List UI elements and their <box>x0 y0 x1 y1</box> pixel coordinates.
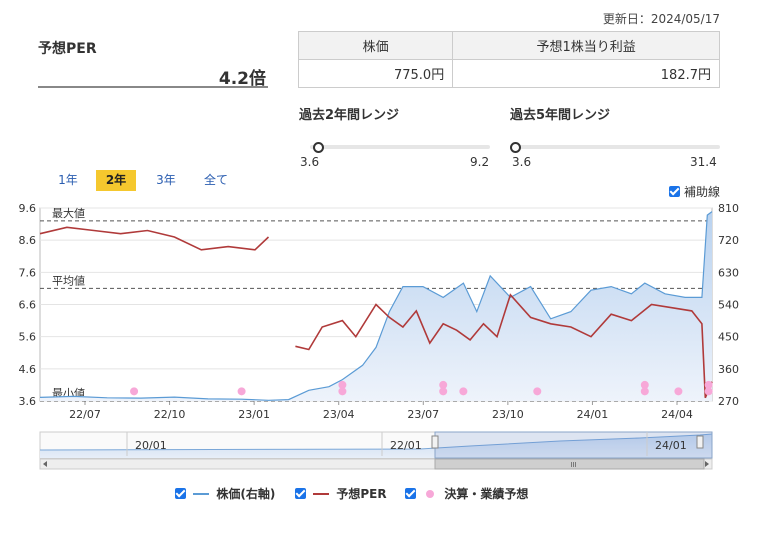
ref-label-avg: 平均値 <box>52 274 85 287</box>
period-1y-button[interactable]: 1年 <box>58 173 78 187</box>
navigator-window[interactable] <box>434 431 713 459</box>
x-tick-label: 24/04 <box>661 408 693 421</box>
y-right-tick-label: 630 <box>718 266 739 279</box>
legend-price-label: 株価(右軸) <box>216 487 276 501</box>
y-right-tick-label: 810 <box>718 202 739 215</box>
navigator-label: 20/01 <box>135 439 167 452</box>
y-right-tick-label: 540 <box>718 299 739 312</box>
stats-value-price: 775.0円 <box>297 59 454 88</box>
navigator-scroll-thumb[interactable] <box>434 458 705 470</box>
x-tick-label: 23/10 <box>492 408 524 421</box>
range-5y-min: 3.6 <box>512 155 532 169</box>
y-left-tick-label: 5.6 <box>19 331 37 344</box>
per-label: 予想PER <box>38 41 97 57</box>
navigator-scroll-left-icon[interactable] <box>43 461 47 467</box>
y-left-tick-label: 3.6 <box>19 395 37 408</box>
navigator-scrollbar[interactable] <box>39 458 713 470</box>
stats-table: 株価 予想1株当り利益 775.0円 182.7円 <box>297 31 720 88</box>
range-2y-title: 過去2年間レンジ <box>299 108 400 123</box>
range-2y-min: 3.6 <box>300 155 320 169</box>
earnings-marker <box>439 387 448 396</box>
y-right-axis: 810 720 630 540 450 360 270 <box>718 202 739 408</box>
x-tick-label: 23/07 <box>407 408 439 421</box>
x-tick-label: 23/04 <box>323 408 355 421</box>
aux-line-toggle[interactable]: 補助線 <box>669 183 720 200</box>
range-2y-track <box>310 145 490 149</box>
aux-line-label: 補助線 <box>683 185 720 199</box>
updated-date: 更新日：2024/05/17 <box>602 12 720 26</box>
x-axis: 22/07 22/10 23/01 23/04 23/07 23/10 24/01 24/04 <box>69 401 693 421</box>
navigator-label: 22/01 <box>390 439 422 452</box>
stats-value-row: 775.0円 182.7円 <box>297 59 720 88</box>
navigator[interactable]: 20/01 22/01 24/01 III <box>39 431 713 470</box>
stats-header-price: 株価 <box>297 31 454 60</box>
per-chart: 9.6 8.6 7.6 6.6 5.6 4.6 3.6 810 720 630 540 450 360… <box>19 202 739 470</box>
navigator-area <box>40 434 712 458</box>
per-underline <box>38 86 268 88</box>
y-left-tick-label: 7.6 <box>19 266 37 279</box>
earnings-marker <box>459 387 468 396</box>
navigator-handle[interactable] <box>431 435 439 449</box>
range-5y-title: 過去5年間レンジ <box>510 108 611 123</box>
x-tick-label: 24/01 <box>577 408 609 421</box>
navigator-scroll-grip: III <box>570 461 576 469</box>
range-5y-knob <box>510 142 521 153</box>
earnings-marker <box>439 380 448 389</box>
stats-header-row: 株価 予想1株当り利益 <box>297 31 720 60</box>
y-left-axis: 9.6 8.6 7.6 6.6 5.6 4.6 3.6 <box>19 202 37 408</box>
x-tick-label: 22/07 <box>69 408 101 421</box>
ref-label-max: 最大値 <box>52 206 85 220</box>
navigator-scroll-right-icon[interactable] <box>705 461 709 467</box>
earnings-marker <box>338 380 347 389</box>
earnings-marker <box>338 387 347 396</box>
legend-per-checkbox[interactable] <box>295 488 306 499</box>
y-left-tick-label: 9.6 <box>19 202 37 215</box>
y-left-tick-label: 6.6 <box>19 299 37 312</box>
navigator-label: 24/01 <box>655 439 687 452</box>
legend-price[interactable]: 株価(右軸) <box>175 485 275 502</box>
legend-per[interactable]: 予想PER <box>295 485 387 502</box>
earnings-marker <box>640 380 649 389</box>
y-right-tick-label: 450 <box>718 331 739 344</box>
x-tick-label: 22/10 <box>154 408 186 421</box>
y-right-tick-label: 270 <box>718 395 739 408</box>
earnings-marker <box>533 387 542 396</box>
legend-earnings-label: 決算・業績予想 <box>444 487 529 501</box>
range-2y-knob <box>313 142 324 153</box>
period-all-button[interactable]: 全て <box>203 173 228 187</box>
aux-line-checkbox[interactable] <box>669 186 681 197</box>
legend-earnings-swatch <box>426 490 435 498</box>
legend-earnings[interactable]: 決算・業績予想 <box>405 485 528 502</box>
navigator-handle[interactable] <box>696 435 704 449</box>
x-tick-label: 23/01 <box>238 408 270 421</box>
navigator-line <box>39 433 713 451</box>
range-2y-max: 9.2 <box>470 155 490 169</box>
legend-price-checkbox[interactable] <box>175 488 186 499</box>
earnings-marker <box>704 387 713 396</box>
stats-header-eps: 予想1株当り利益 <box>452 31 720 60</box>
price-area <box>40 211 712 401</box>
earnings-marker <box>130 387 139 396</box>
earnings-marker <box>640 387 649 396</box>
range-5y-track <box>510 145 720 149</box>
legend-per-swatch <box>313 493 330 495</box>
period-3y-button[interactable]: 3年 <box>156 173 176 187</box>
y-left-tick-label: 8.6 <box>19 234 37 247</box>
per-line <box>39 226 713 399</box>
legend-earnings-checkbox[interactable] <box>405 488 416 499</box>
range-5y-max: 31.4 <box>690 155 717 169</box>
y-right-tick-label: 360 <box>718 363 739 376</box>
per-value: 4.2倍 <box>218 69 266 89</box>
y-right-tick-label: 720 <box>718 234 739 247</box>
stats-value-eps: 182.7円 <box>452 59 720 88</box>
y-left-tick-label: 4.6 <box>19 363 37 376</box>
earnings-marker <box>237 387 246 396</box>
price-line <box>39 211 713 401</box>
legend-price-swatch <box>193 493 210 495</box>
earnings-marker <box>674 387 683 396</box>
period-2y-button[interactable]: 2年 <box>96 170 136 191</box>
earnings-marker <box>704 380 713 389</box>
series-layer <box>39 211 713 401</box>
legend-per-label: 予想PER <box>336 487 387 501</box>
